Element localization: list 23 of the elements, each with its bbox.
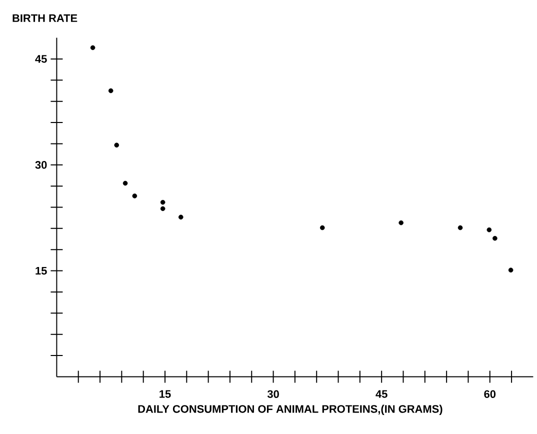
point [458,225,463,230]
y-axis-title: BIRTH RATE [12,14,78,22]
y-tick-label: 45 [35,55,47,63]
point [398,220,404,226]
point [508,268,514,272]
point [132,194,138,198]
point [160,206,166,212]
point [320,225,325,230]
x-tick-label: 30 [267,390,279,398]
point [108,88,114,94]
point [178,214,184,220]
point [122,180,128,186]
y-tick-label: 15 [36,266,47,275]
point [160,200,166,205]
point [492,236,498,241]
x-axis-title: DAILY CONSUMPTION OF ANIMAL PROTEINS,(IN GRAMS) [138,404,442,416]
x-tick-label: 60 [484,390,496,398]
y-tick-label: 30 [35,161,47,169]
point [114,142,120,148]
point [486,227,492,232]
x-tick-label: 45 [376,390,388,398]
x-tick-label: 15 [160,390,171,398]
point [90,45,96,50]
